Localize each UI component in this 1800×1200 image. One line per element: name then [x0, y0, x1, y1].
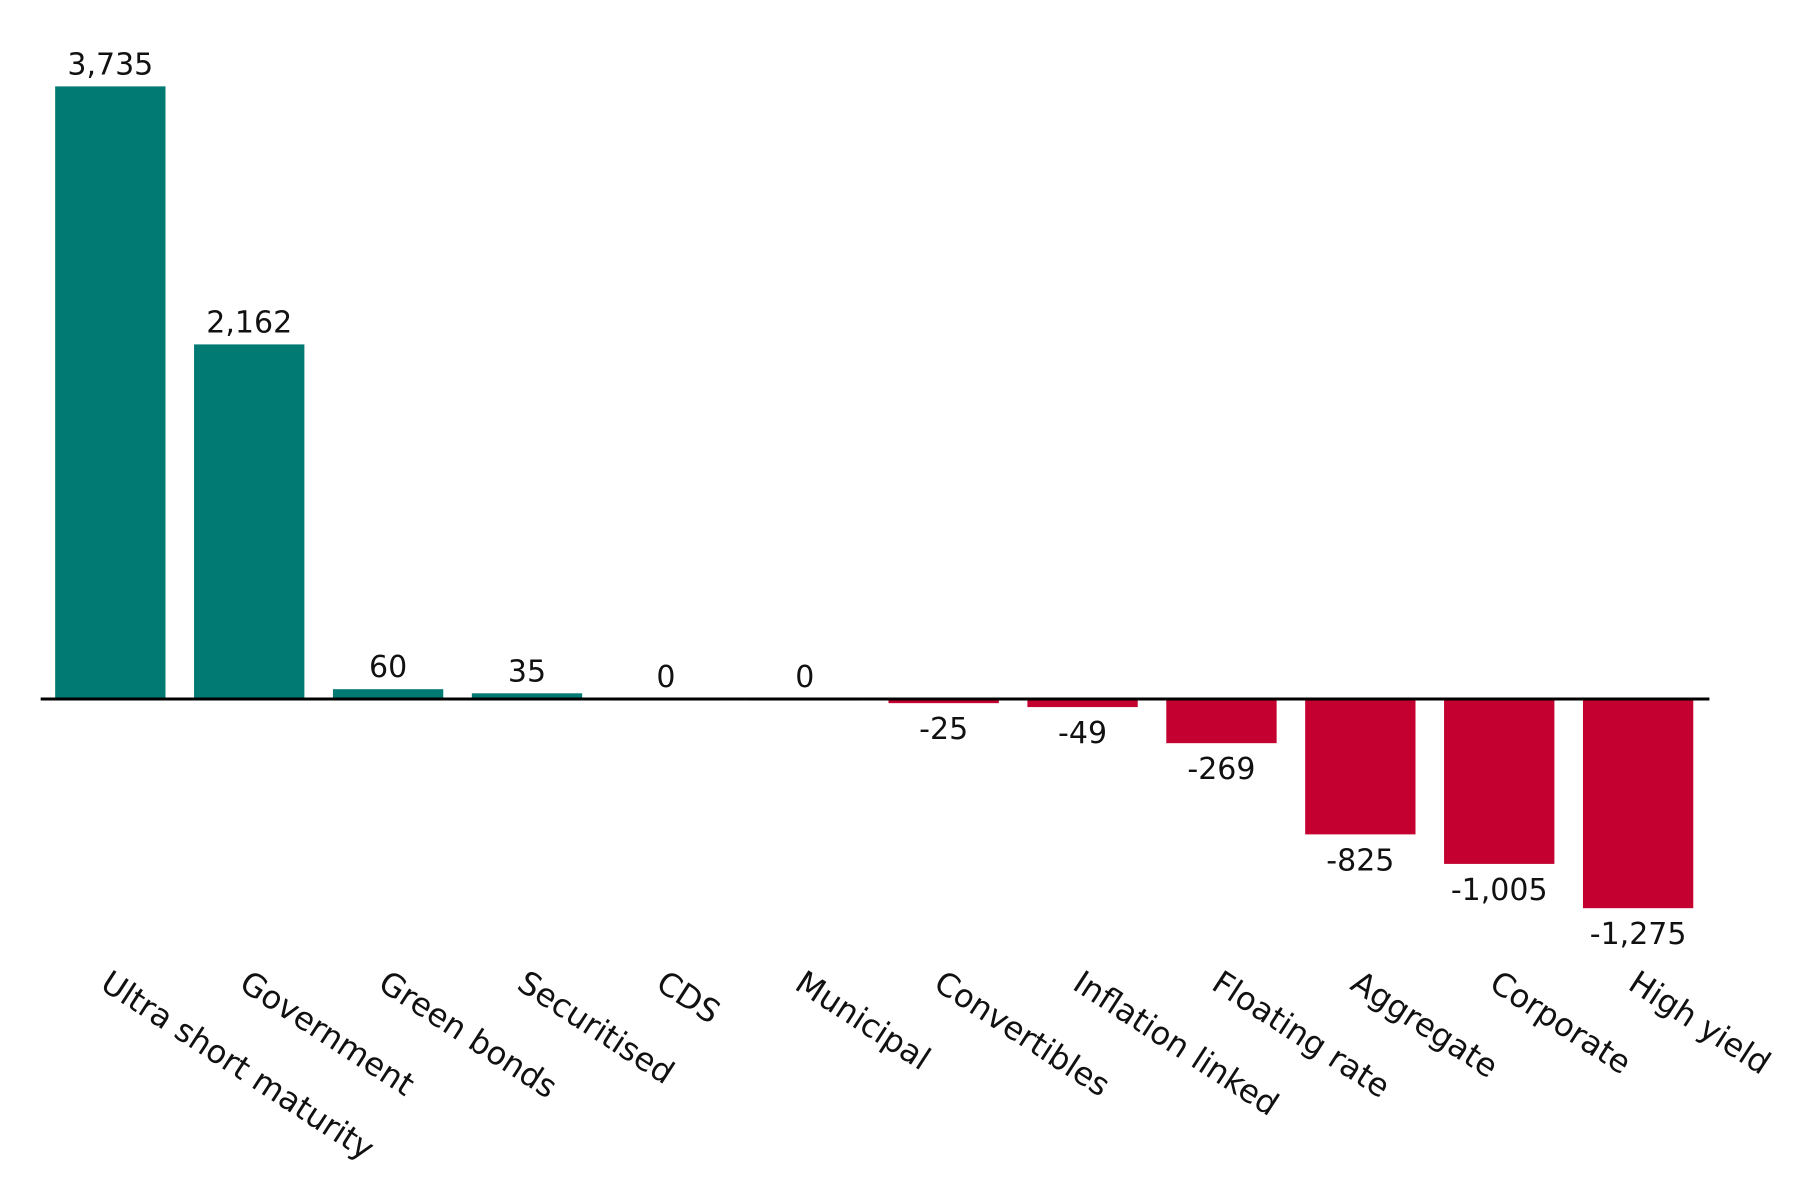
bar-convertibles [888, 699, 999, 704]
value-label-inflation-linked: -49 [1058, 716, 1107, 751]
category-label-high-yield: High yield [1622, 963, 1777, 1082]
value-labels-group: 3,735 2,162 60 35 0 0 -25 -49 -269 -825 -1,005 -1,2… [67, 47, 1686, 952]
bar-high-yield [1582, 699, 1694, 909]
bar-government [194, 344, 305, 700]
value-label-cds: 0 [656, 660, 675, 695]
bar-securitised [471, 693, 583, 700]
category-label-cds: CDS [650, 963, 727, 1032]
bar-ultra-short-maturity [55, 86, 166, 700]
value-label-government: 2,162 [206, 305, 292, 340]
value-label-municipal: 0 [795, 660, 814, 695]
bar-corporate [1444, 699, 1555, 864]
category-label-municipal: Municipal [789, 963, 937, 1078]
category-label-corporate: Corporate [1483, 963, 1638, 1082]
bar-aggregate [1305, 699, 1416, 835]
bar-floating-rate [1166, 699, 1277, 744]
value-label-convertibles: -25 [919, 712, 968, 747]
bar-green-bonds [332, 689, 444, 700]
value-label-ultra-short-maturity: 3,735 [67, 47, 153, 82]
value-label-floating-rate: -269 [1187, 752, 1255, 787]
bars-group [55, 86, 1694, 909]
value-label-green-bonds: 60 [369, 650, 407, 685]
value-label-securitised: 35 [508, 654, 546, 689]
bar-inflation-linked [1027, 699, 1138, 708]
value-label-high-yield: -1,275 [1590, 917, 1687, 952]
value-label-corporate: -1,005 [1451, 873, 1548, 908]
value-label-aggregate: -825 [1326, 843, 1394, 878]
